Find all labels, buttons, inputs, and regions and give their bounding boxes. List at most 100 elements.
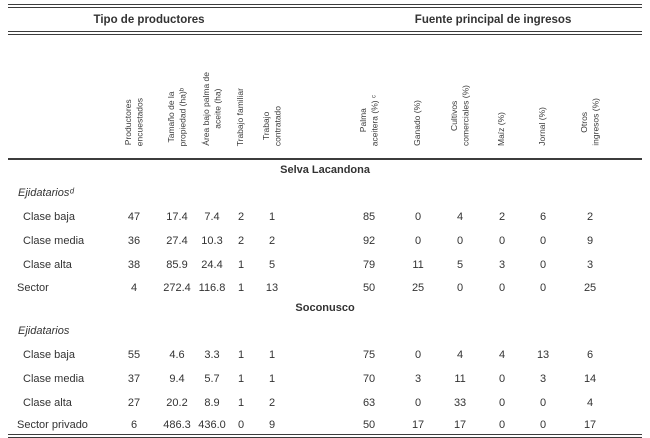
column-header-row: Productores encuestados Tamaño de la pro… <box>8 33 643 160</box>
column-header: Trabajo familiar <box>228 33 254 160</box>
spacer-cell <box>290 253 344 277</box>
group-label: Ejidatariosᵈ <box>18 186 74 199</box>
cell-value: 6 <box>130 418 138 431</box>
table-row: Clase alta 27 20.2 8.9 1 2 63 0 33 0 0 4 <box>8 391 642 415</box>
cell-value: 3 <box>587 259 594 271</box>
cell-value: 0 <box>415 349 422 361</box>
column-header: Maíz (%) <box>478 33 527 160</box>
cell-value: 17 <box>583 418 597 431</box>
cell-value: 50 <box>362 281 376 294</box>
cell-value: 2 <box>499 211 506 223</box>
cell-value: 0 <box>415 397 422 409</box>
group-header-fuente: Fuente principal de ingresos <box>344 6 643 35</box>
cell-value: 0 <box>499 397 506 409</box>
row-label: Clase baja <box>23 349 75 361</box>
cell-value: 3.3 <box>204 349 220 361</box>
column-header-label: Jornal (%) <box>537 107 548 146</box>
cell-value: 7.4 <box>204 211 220 223</box>
spacer-cell <box>620 205 642 229</box>
cell-value: 1 <box>268 349 276 361</box>
cell-value: 47 <box>127 211 141 223</box>
column-header: Ganado (%) <box>394 33 443 160</box>
column-header-label: Productores encuestados <box>122 97 144 146</box>
column-header-label: Cultivos comerciales (%) <box>448 85 471 146</box>
cell-value: 27 <box>127 397 141 409</box>
cell-value: 5 <box>457 259 464 271</box>
cell-value: 33 <box>453 397 467 409</box>
cell-value: 50 <box>362 418 376 431</box>
cell-value: 75 <box>362 349 376 361</box>
cell-value: 63 <box>362 397 376 409</box>
column-header: Productores encuestados <box>110 33 158 160</box>
cell-value: 6 <box>540 211 547 223</box>
cell-value: 0 <box>415 235 422 247</box>
cell-value: 0 <box>540 235 547 247</box>
cell-value: 1 <box>237 281 245 294</box>
cell-value: 0 <box>415 211 422 223</box>
spacer-cell <box>290 367 344 391</box>
row-label: Clase media <box>23 235 85 247</box>
cell-value: 70 <box>362 373 376 385</box>
row-label-header-empty <box>8 33 110 160</box>
cell-value: 0 <box>457 281 464 294</box>
cell-value: 37 <box>127 373 141 385</box>
column-header: Trabajo contratado <box>254 33 291 160</box>
column-header: Jornal (%) <box>526 33 561 160</box>
cell-value: 2 <box>237 211 245 223</box>
row-label: Clase media <box>23 373 85 385</box>
cell-value: 9.4 <box>169 373 185 385</box>
cell-value: 1 <box>237 259 245 271</box>
table-row: Clase media 37 9.4 5.7 1 1 70 3 11 0 3 1… <box>8 367 642 391</box>
cell-value: 1 <box>237 397 245 409</box>
column-header: Tamaño de la propiedad (ha)ᵇ <box>158 33 196 160</box>
cell-value: 272.4 <box>163 281 191 294</box>
cell-value: 0 <box>540 259 547 271</box>
column-header: Otros ingresos (%) <box>560 33 621 160</box>
spacer-cell <box>290 205 344 229</box>
cell-value: 25 <box>583 281 597 294</box>
table-row: Clase media 36 27.4 10.3 2 2 92 0 0 0 0 … <box>8 229 642 253</box>
cell-value: 3 <box>540 373 547 385</box>
group-label: Ejidatarios <box>18 324 70 337</box>
spacer-cell <box>620 415 642 436</box>
table-row: Clase baja 47 17.4 7.4 2 1 85 0 4 2 6 2 <box>8 205 642 229</box>
spacer-cell <box>620 343 642 367</box>
cell-value: 85.9 <box>166 259 188 271</box>
column-header-label: Trabajo contratado <box>260 105 283 146</box>
cell-value: 5.7 <box>204 373 220 385</box>
column-header: Área bajo palma de aceite (ha) <box>196 33 228 160</box>
section-title: Soconusco <box>295 302 355 314</box>
cell-value: 11 <box>412 259 424 271</box>
row-label: Clase alta <box>23 259 72 271</box>
spacer-cell <box>620 33 643 160</box>
cell-value: 27.4 <box>166 235 188 247</box>
cell-value: 14 <box>583 373 597 385</box>
cell-value: 0 <box>237 418 245 431</box>
spacer-cell <box>290 391 344 415</box>
cell-value: 0 <box>540 397 547 409</box>
row-label: Sector privado <box>17 418 88 431</box>
row-label: Clase baja <box>23 211 75 223</box>
cell-value: 0 <box>540 281 547 294</box>
cell-value: 36 <box>127 235 141 247</box>
spacer-cell <box>290 229 344 253</box>
cell-value: 0 <box>540 418 547 431</box>
row-label: Sector <box>17 281 49 294</box>
cell-value: 4 <box>457 349 464 361</box>
cell-value: 79 <box>362 259 376 271</box>
spacer-cell <box>290 415 344 436</box>
cell-value: 17 <box>411 418 425 431</box>
group-label-row: Ejidatarios <box>8 318 642 343</box>
cell-value: 1 <box>237 373 245 385</box>
section-title-row: Selva Lacandona <box>8 159 642 180</box>
cell-value: 5 <box>268 259 276 271</box>
group-header-tipo: Tipo de productores <box>8 6 291 35</box>
cell-value: 17 <box>453 418 467 431</box>
spacer-cell <box>290 33 345 160</box>
cell-value: 8.9 <box>204 397 220 409</box>
column-header: Cultivos comerciales (%) <box>442 33 479 160</box>
cell-value: 4 <box>130 281 138 294</box>
cell-value: 1 <box>268 211 276 223</box>
cell-value: 55 <box>127 349 141 361</box>
